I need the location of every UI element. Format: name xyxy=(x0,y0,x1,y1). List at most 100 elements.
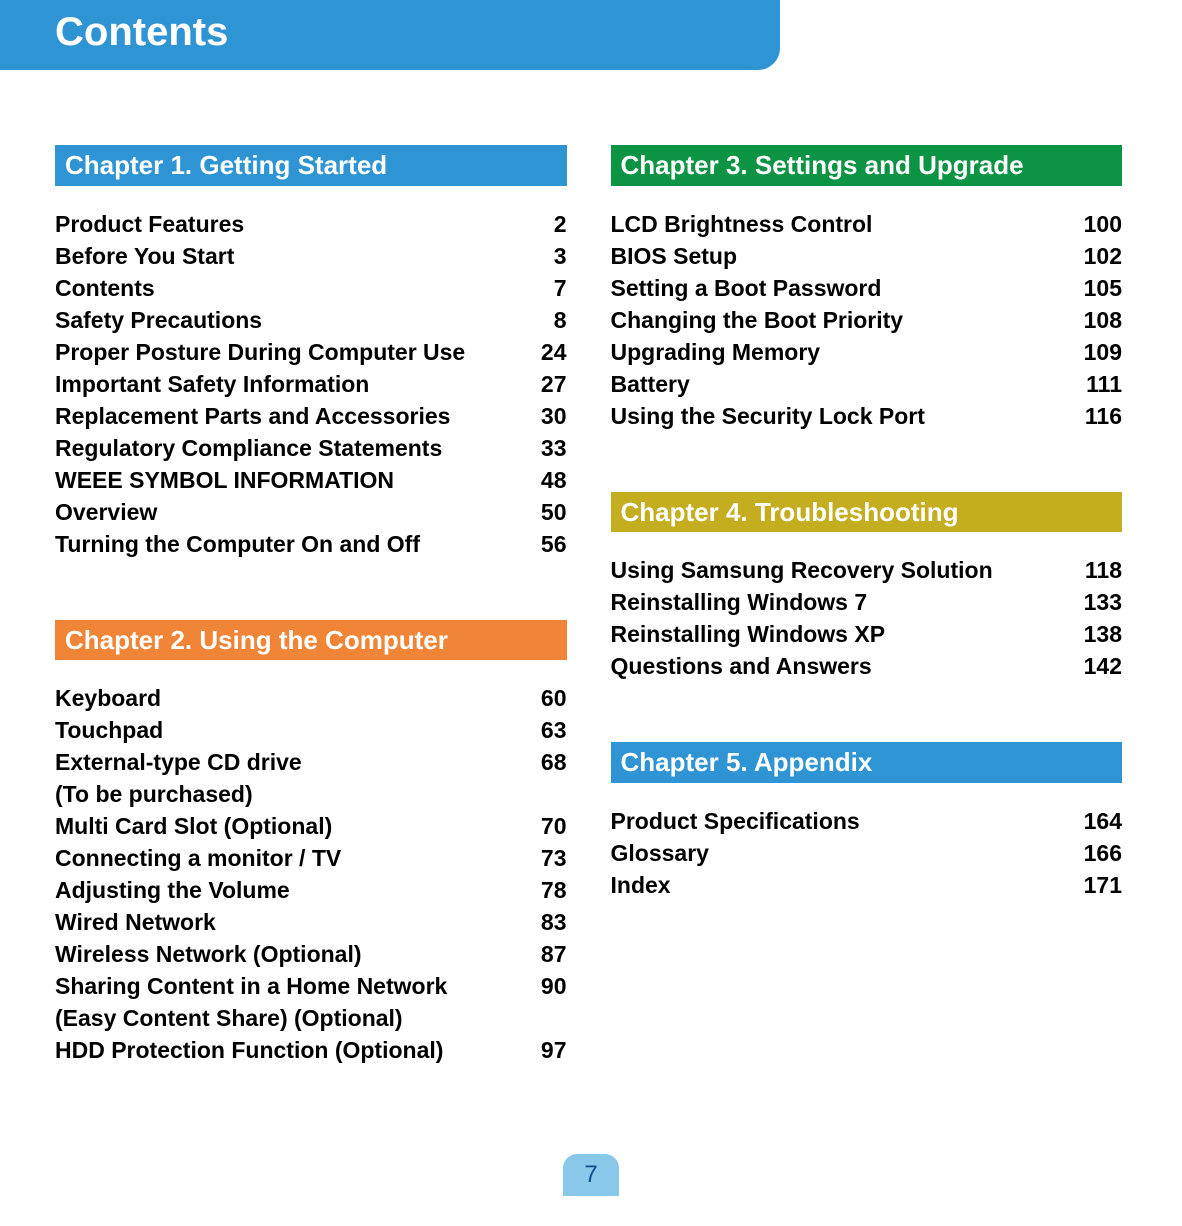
toc-entry-label: Keyboard xyxy=(55,682,499,714)
toc-entry[interactable]: Contents7 xyxy=(55,272,567,304)
toc-column: Chapter 1. Getting Started Product Featur… xyxy=(55,145,567,1126)
toc-entry-page: 24 xyxy=(515,336,567,368)
toc-entry-label: Using the Security Lock Port xyxy=(611,400,1055,432)
toc-entry[interactable]: Changing the Boot Priority108 xyxy=(611,304,1123,336)
toc-entry[interactable]: Wireless Network (Optional)87 xyxy=(55,938,567,970)
toc-entry-page: 3 xyxy=(515,240,567,272)
toc-entry[interactable]: Adjusting the Volume 78 xyxy=(55,874,567,906)
chapter-header[interactable]: Chapter 5. Appendix xyxy=(611,742,1123,783)
toc-entry-page: 118 xyxy=(1070,554,1122,586)
toc-entry[interactable]: Important Safety Information 27 xyxy=(55,368,567,400)
toc-entry-page: 105 xyxy=(1070,272,1122,304)
chapter-header[interactable]: Chapter 2. Using the Computer xyxy=(55,620,567,661)
toc-entry-label: Touchpad xyxy=(55,714,499,746)
chapter-header[interactable]: Chapter 3. Settings and Upgrade xyxy=(611,145,1123,186)
toc-entry-page: 60 xyxy=(515,682,567,714)
toc-entry-page: 133 xyxy=(1070,586,1122,618)
page-root: Contents Chapter 1. Getting Started Produ… xyxy=(0,0,1182,1226)
toc-entry[interactable]: Wired Network83 xyxy=(55,906,567,938)
toc-entry-page: 164 xyxy=(1070,805,1122,837)
toc-entry[interactable]: Using Samsung Recovery Solution118 xyxy=(611,554,1123,586)
toc-entry[interactable]: Product Specifications 164 xyxy=(611,805,1123,837)
toc-entry-label: Multi Card Slot (Optional) xyxy=(55,810,499,842)
toc-entry[interactable]: Proper Posture During Computer Use 24 xyxy=(55,336,567,368)
chapter-section: Chapter 4. Troubleshooting Using Samsung … xyxy=(611,492,1123,683)
toc-entry[interactable]: BIOS Setup 102 xyxy=(611,240,1123,272)
chapter-header[interactable]: Chapter 1. Getting Started xyxy=(55,145,567,186)
toc-entry-label: HDD Protection Function (Optional) xyxy=(55,1034,499,1066)
toc-entry-label: Connecting a monitor / TV xyxy=(55,842,499,874)
toc-entry-label: Glossary xyxy=(611,837,1055,869)
toc-entry[interactable]: Multi Card Slot (Optional)70 xyxy=(55,810,567,842)
toc-entry-page: 90 xyxy=(515,970,567,1002)
toc-entry-label: External-type CD drive (To be purchased) xyxy=(55,746,499,810)
toc-entry[interactable]: Battery111 xyxy=(611,368,1123,400)
toc-entry-page: 2 xyxy=(515,208,567,240)
toc-entry-label: Reinstalling Windows XP xyxy=(611,618,1055,650)
toc-entry[interactable]: Keyboard 60 xyxy=(55,682,567,714)
toc-entry-label: Turning the Computer On and Off xyxy=(55,528,499,560)
toc-entry[interactable]: Upgrading Memory109 xyxy=(611,336,1123,368)
toc-entry-page: 108 xyxy=(1070,304,1122,336)
toc-entry[interactable]: Sharing Content in a Home Network (Easy … xyxy=(55,970,567,1034)
toc-entry[interactable]: Reinstalling Windows 7 133 xyxy=(611,586,1123,618)
toc-entry[interactable]: Touchpad 63 xyxy=(55,714,567,746)
toc-entry-page: 48 xyxy=(515,464,567,496)
toc-entry[interactable]: Using the Security Lock Port 116 xyxy=(611,400,1123,432)
toc-entry-page: 8 xyxy=(515,304,567,336)
toc-entry-label: BIOS Setup xyxy=(611,240,1055,272)
toc-entry[interactable]: Glossary166 xyxy=(611,837,1123,869)
toc-entry[interactable]: Overview50 xyxy=(55,496,567,528)
toc-entry-page: 171 xyxy=(1070,869,1122,901)
toc-columns: Chapter 1. Getting Started Product Featur… xyxy=(0,70,1182,1126)
toc-entry[interactable]: HDD Protection Function (Optional)97 xyxy=(55,1034,567,1066)
toc-entry-label: Reinstalling Windows 7 xyxy=(611,586,1055,618)
toc-entry-label: Questions and Answers xyxy=(611,650,1055,682)
toc-entry[interactable]: Regulatory Compliance Statements33 xyxy=(55,432,567,464)
toc-entry-page: 73 xyxy=(515,842,567,874)
toc-entry-label: Contents xyxy=(55,272,499,304)
toc-entry-page: 138 xyxy=(1070,618,1122,650)
chapter-section: Chapter 2. Using the ComputerKeyboard60T… xyxy=(55,620,567,1067)
toc-entry[interactable]: Questions and Answers142 xyxy=(611,650,1123,682)
toc-entry-label: Adjusting the Volume xyxy=(55,874,499,906)
toc-entry[interactable]: LCD Brightness Control100 xyxy=(611,208,1123,240)
toc-entry[interactable]: External-type CD drive (To be purchased)… xyxy=(55,746,567,810)
toc-entry[interactable]: Connecting a monitor / TV 73 xyxy=(55,842,567,874)
toc-entry[interactable]: Turning the Computer On and Off 56 xyxy=(55,528,567,560)
toc-entry-page: 102 xyxy=(1070,240,1122,272)
toc-entry-label: Battery xyxy=(611,368,1055,400)
page-number-badge: 7 xyxy=(563,1154,619,1196)
toc-entry-label: Before You Start xyxy=(55,240,499,272)
toc-entry-label: Wireless Network (Optional) xyxy=(55,938,499,970)
toc-entry-page: 63 xyxy=(515,714,567,746)
toc-entry-page: 78 xyxy=(515,874,567,906)
toc-entry-label: Safety Precautions xyxy=(55,304,499,336)
toc-entry[interactable]: Setting a Boot Password105 xyxy=(611,272,1123,304)
chapter-section: Chapter 1. Getting Started Product Featur… xyxy=(55,145,567,560)
toc-entry[interactable]: Safety Precautions 8 xyxy=(55,304,567,336)
toc-entry-page: 30 xyxy=(515,400,567,432)
toc-entry-page: 27 xyxy=(515,368,567,400)
toc-entry-label: Upgrading Memory xyxy=(611,336,1055,368)
toc-entry[interactable]: Before You Start 3 xyxy=(55,240,567,272)
toc-entry[interactable]: Product Features2 xyxy=(55,208,567,240)
toc-entry[interactable]: Replacement Parts and Accessories 30 xyxy=(55,400,567,432)
toc-entry-label: Replacement Parts and Accessories xyxy=(55,400,499,432)
toc-entry-page: 116 xyxy=(1070,400,1122,432)
toc-entry[interactable]: Index171 xyxy=(611,869,1123,901)
toc-entry-label: Regulatory Compliance Statements xyxy=(55,432,499,464)
chapter-section: Chapter 5. Appendix Product Specification… xyxy=(611,742,1123,901)
toc-column: Chapter 3. Settings and Upgrade LCD Brigh… xyxy=(611,145,1123,1126)
chapter-header[interactable]: Chapter 4. Troubleshooting xyxy=(611,492,1123,533)
toc-entry[interactable]: Reinstalling Windows XP 138 xyxy=(611,618,1123,650)
toc-entry-page: 50 xyxy=(515,496,567,528)
toc-entry-label: Important Safety Information xyxy=(55,368,499,400)
toc-entry-label: LCD Brightness Control xyxy=(611,208,1055,240)
toc-entry[interactable]: WEEE SYMBOL INFORMATION48 xyxy=(55,464,567,496)
toc-entry-label: Proper Posture During Computer Use xyxy=(55,336,499,368)
toc-entry-page: 83 xyxy=(515,906,567,938)
contents-title-tab: Contents xyxy=(0,0,780,70)
toc-entry-page: 56 xyxy=(515,528,567,560)
toc-entry-label: Product Specifications xyxy=(611,805,1055,837)
